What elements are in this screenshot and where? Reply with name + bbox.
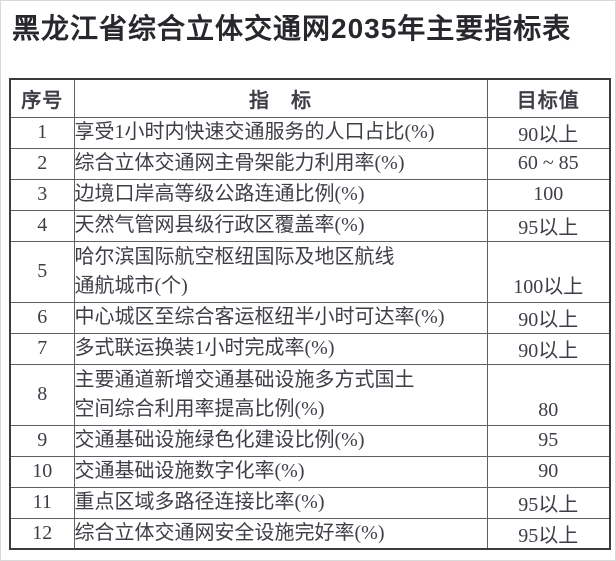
table-row: 10 交通基础设施数字化率(%) 90	[9, 455, 611, 488]
row-indicator: 主要通道新增交通基础设施多方式国土 空间综合利用率提高比例(%)	[73, 363, 488, 426]
row-number: 5	[9, 240, 75, 303]
row-indicator: 中心城区至综合客运枢纽半小时可达率(%)	[73, 301, 488, 334]
row-target: 90以上	[486, 332, 611, 365]
row-target: 95以上	[486, 486, 611, 519]
table-row: 12 综合立体交通网安全设施完好率(%) 95以上	[9, 517, 611, 550]
header-row: 序号 指 标 目标值	[9, 78, 611, 118]
row-number: 4	[9, 209, 75, 242]
col-header-target: 目标值	[486, 78, 611, 118]
row-indicator: 重点区域多路径连接比率(%)	[73, 486, 488, 519]
table-row: 2 综合立体交通网主骨架能力利用率(%) 60 ~ 85	[9, 147, 611, 180]
table-row: 9 交通基础设施绿色化建设比例(%) 95	[9, 424, 611, 457]
row-indicator: 交通基础设施数字化率(%)	[73, 455, 488, 488]
row-target: 95以上	[486, 517, 611, 550]
row-number: 10	[9, 455, 75, 488]
row-number: 12	[9, 517, 75, 550]
row-indicator: 边境口岸高等级公路连通比例(%)	[73, 178, 488, 211]
table-header: 序号 指 标 目标值	[9, 78, 611, 118]
row-target: 95	[486, 424, 611, 457]
row-indicator: 天然气管网县级行政区覆盖率(%)	[73, 209, 488, 242]
row-number: 6	[9, 301, 75, 334]
row-target: 80	[486, 363, 611, 426]
row-number: 1	[9, 116, 75, 149]
row-indicator: 综合立体交通网主骨架能力利用率(%)	[73, 147, 488, 180]
table-row: 11 重点区域多路径连接比率(%) 95以上	[9, 486, 611, 519]
row-number: 3	[9, 178, 75, 211]
row-indicator: 享受1小时内快速交通服务的人口占比(%)	[73, 116, 488, 149]
table-row: 8 主要通道新增交通基础设施多方式国土 空间综合利用率提高比例(%) 80	[9, 363, 611, 426]
row-indicator: 多式联运换装1小时完成率(%)	[73, 332, 488, 365]
row-number: 2	[9, 147, 75, 180]
table-row: 6 中心城区至综合客运枢纽半小时可达率(%) 90以上	[9, 301, 611, 334]
table-row: 7 多式联运换装1小时完成率(%) 90以上	[9, 332, 611, 365]
table-row: 4 天然气管网县级行政区覆盖率(%) 95以上	[9, 209, 611, 242]
row-target: 95以上	[486, 209, 611, 242]
indicators-table: 序号 指 标 目标值 1 享受1小时内快速交通服务的人口占比(%) 90以上 2…	[9, 78, 611, 550]
row-indicator: 综合立体交通网安全设施完好率(%)	[73, 517, 488, 550]
row-number: 9	[9, 424, 75, 457]
table-row: 5 哈尔滨国际航空枢纽国际及地区航线 通航城市(个) 100以上	[9, 240, 611, 303]
col-header-no: 序号	[9, 78, 75, 118]
row-number: 11	[9, 486, 75, 519]
row-indicator: 哈尔滨国际航空枢纽国际及地区航线 通航城市(个)	[73, 240, 488, 303]
row-target: 60 ~ 85	[486, 147, 611, 180]
col-header-indicator: 指 标	[73, 78, 488, 118]
row-target: 100	[486, 178, 611, 211]
table-row: 3 边境口岸高等级公路连通比例(%) 100	[9, 178, 611, 211]
row-target: 100以上	[486, 240, 611, 303]
table-body: 1 享受1小时内快速交通服务的人口占比(%) 90以上 2 综合立体交通网主骨架…	[9, 116, 611, 550]
table-title: 黑龙江省综合立体交通网2035年主要指标表	[12, 13, 572, 44]
row-indicator: 交通基础设施绿色化建设比例(%)	[73, 424, 488, 457]
row-number: 8	[9, 363, 75, 426]
table-row: 1 享受1小时内快速交通服务的人口占比(%) 90以上	[9, 116, 611, 149]
row-target: 90以上	[486, 116, 611, 149]
row-target: 90	[486, 455, 611, 488]
row-target: 90以上	[486, 301, 611, 334]
row-number: 7	[9, 332, 75, 365]
